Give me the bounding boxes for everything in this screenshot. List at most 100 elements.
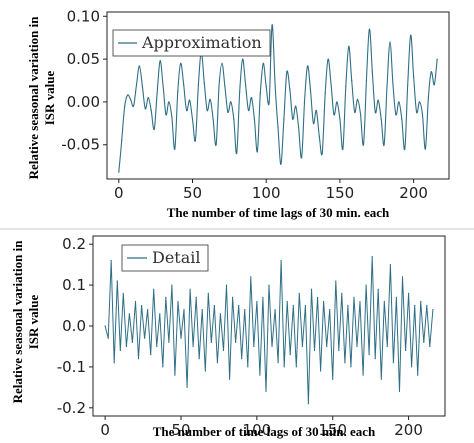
approximation-data-point (236, 152, 238, 154)
approximation-data-point (371, 71, 373, 73)
approximation-data-point (171, 116, 173, 118)
detail-data-point (274, 309, 276, 311)
detail-data-point (241, 358, 243, 360)
approximation-data-point (183, 84, 185, 86)
approximation-data-point (262, 62, 264, 64)
detail-data-point (125, 345, 127, 348)
detail-data-point (222, 349, 225, 352)
approximation-data-point (380, 118, 382, 120)
approximation-data-point (147, 97, 149, 99)
detail-data-point (165, 296, 167, 298)
detail-data-point (262, 296, 264, 298)
approximation-data-point (221, 62, 223, 64)
approximation-data-point (144, 108, 146, 110)
approximation-y-tick-label: -0.05 (61, 136, 100, 154)
detail-data-point (353, 296, 355, 298)
detail-data-point (317, 296, 319, 298)
detail-data-point (156, 345, 158, 348)
detail-data-point (147, 309, 149, 311)
approximation-data-point (295, 105, 297, 107)
detail-data-point (141, 304, 143, 307)
detail-data-point (344, 362, 346, 364)
approximation-data-point (303, 101, 306, 103)
approximation-legend-box (112, 29, 271, 57)
approximation-data-point (286, 71, 288, 73)
approximation-data-point (186, 109, 188, 112)
detail-data-point (244, 309, 246, 311)
detail-data-point (186, 386, 188, 388)
detail-data-point (313, 349, 316, 352)
detail-data-point (341, 292, 343, 294)
approximation-data-point (227, 111, 229, 113)
detail-data-point (380, 378, 382, 380)
approximation-data-point (124, 105, 126, 107)
detail-data-point (432, 309, 434, 311)
detail-data-point (119, 349, 121, 352)
approximation-data-point (242, 58, 244, 60)
detail-data-point (213, 304, 215, 307)
detail-data-point (335, 280, 337, 282)
detail-data-point (229, 378, 231, 380)
detail-y-tick-label: -0.1 (57, 358, 86, 376)
detail-data-point (301, 345, 303, 348)
approximation-data-point (301, 157, 303, 159)
detail-data-point (232, 296, 234, 298)
detail-data-point (280, 259, 282, 262)
approximation-y-tick-label: 0.10 (67, 7, 100, 25)
approximation-data-point (289, 88, 291, 90)
detail-data-point (247, 366, 249, 368)
approximation-data-point (433, 84, 435, 86)
approximation-y-axis-label-line2: ISR value (42, 71, 57, 126)
approximation-x-tick-label: 100 (252, 184, 281, 202)
detail-series-line (104, 256, 434, 404)
detail-data-point (356, 345, 358, 348)
detail-data-point (134, 300, 137, 303)
approximation-data-point (401, 118, 403, 120)
approximation-y-tick-label: 0.00 (67, 93, 100, 111)
detail-data-point (122, 292, 124, 294)
approximation-data-point (259, 92, 261, 94)
approximation-data-point (392, 84, 394, 86)
approximation-data-point (138, 65, 140, 67)
detail-data-point (429, 345, 431, 348)
approximation-data-point (345, 85, 347, 88)
approximation-data-point (354, 111, 356, 113)
approximation-data-point (283, 118, 285, 120)
approximation-data-point (410, 34, 412, 36)
approximation-data-point (360, 114, 362, 116)
detail-data-point (238, 304, 240, 307)
detail-y-tick-label: 0.2 (62, 235, 86, 253)
approximation-data-point (362, 144, 365, 146)
approximation-data-point (256, 151, 258, 153)
detail-data-point (295, 366, 297, 368)
approximation-data-point (271, 24, 273, 26)
approximation-data-point (168, 101, 170, 103)
approximation-data-point (336, 101, 338, 103)
detail-data-point (259, 374, 261, 376)
detail-data-point (131, 341, 133, 343)
detail-data-point (392, 362, 394, 364)
approximation-data-point (250, 97, 253, 99)
detail-data-point (414, 304, 416, 307)
detail-data-point (277, 362, 279, 364)
detail-data-point (207, 292, 209, 294)
detail-data-point (150, 354, 152, 356)
approximation-data-point (348, 45, 350, 47)
approximation-x-tick-label: 0 (114, 184, 124, 202)
detail-data-point (271, 345, 273, 348)
detail-panel: -0.2 -0.1 0.0 0.1 0.2 0 50 100 150 200 Detail Th… (10, 235, 446, 439)
detail-data-point (216, 362, 218, 364)
detail-data-point (426, 304, 428, 307)
approximation-data-point (177, 91, 179, 93)
detail-x-tick-label: 0 (100, 421, 110, 439)
approximation-data-point (165, 114, 167, 116)
approximation-data-point (245, 84, 247, 86)
approximation-data-point (150, 109, 152, 112)
approximation-data-point (395, 114, 397, 116)
detail-data-point (401, 276, 404, 278)
approximation-data-point (416, 111, 418, 113)
detail-data-point (104, 325, 106, 327)
approximation-data-point (162, 84, 164, 86)
approximation-data-point (141, 85, 143, 88)
detail-data-point (116, 280, 118, 282)
